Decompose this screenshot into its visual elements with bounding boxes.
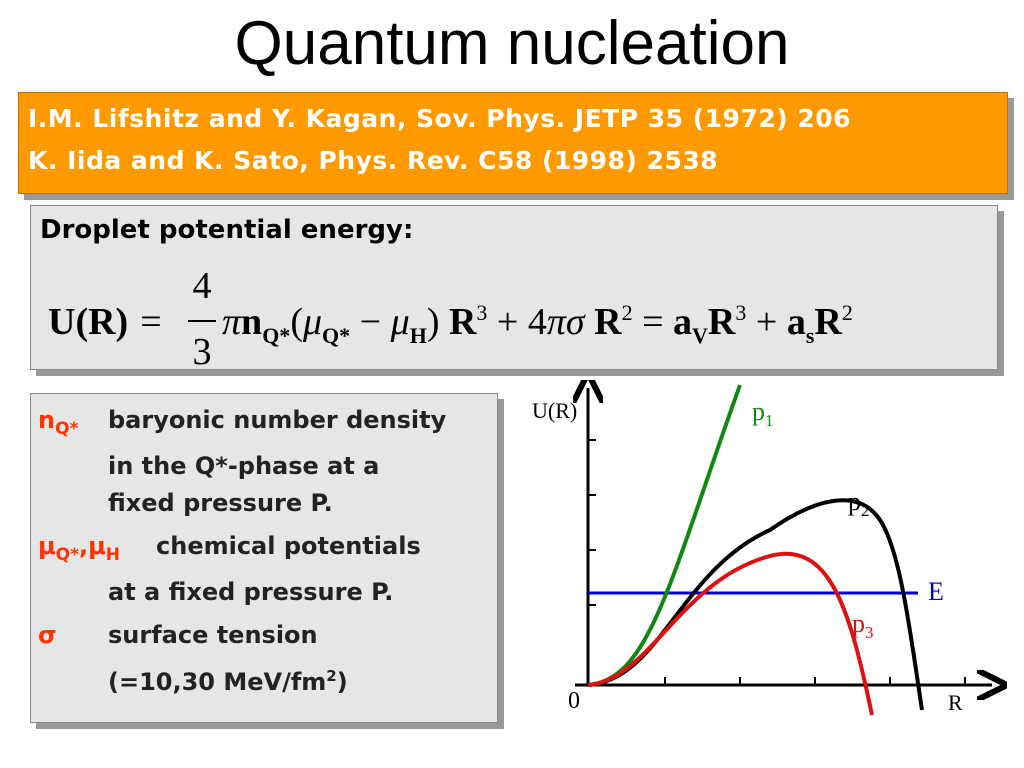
term: σ <box>38 617 108 654</box>
formula-part: Q* <box>322 323 350 348</box>
definition: nQ* baryonic number density in the Q*-phas… <box>38 402 446 522</box>
axis-ticks <box>588 439 966 685</box>
definition-note: (=10,30 MeV/fm2) <box>38 658 348 701</box>
formula-part: R <box>585 301 623 343</box>
definitions-box <box>30 393 498 723</box>
reference: K. Iida and K. Sato, Phys. Rev. C58 (199… <box>28 146 719 175</box>
formula-part: μ <box>390 301 410 343</box>
curve-label-base: p <box>848 487 861 516</box>
formula-part: = <box>633 301 673 343</box>
term: μQ*,μH <box>38 528 156 574</box>
term-part: n <box>38 406 56 434</box>
definition-text: in the Q*-phase at a <box>108 451 380 480</box>
definition-line: nQ* baryonic number density <box>38 402 446 448</box>
reference: I.M. Lifshitz and Y. Kagan, Sov. Phys. J… <box>28 104 852 133</box>
formula-part: H <box>410 323 427 348</box>
formula-part: 2 <box>842 300 853 325</box>
term-part: ,μ <box>79 532 106 560</box>
formula-rhs: πnQ*(μQ* − μH) R3 + 4πσ R2 = aVR3 + asR2 <box>222 300 853 348</box>
curve-label-sub: 3 <box>865 623 874 642</box>
fraction-numerator: 4 <box>193 265 212 307</box>
formula-part: U(R) <box>48 301 128 343</box>
curve-label: p1 <box>752 397 774 430</box>
definition-text: chemical potentials <box>156 532 421 560</box>
energy-heading: Droplet potential energy: <box>40 215 414 245</box>
formula-part: R <box>814 301 842 343</box>
formula-part: π <box>222 301 242 343</box>
term-part: Q* <box>55 418 79 439</box>
curve-label-sub: 2 <box>861 501 870 520</box>
formula-part: + 4 <box>487 301 546 343</box>
reference-box <box>18 92 1008 194</box>
formula-part: ( <box>290 301 303 343</box>
definition-line: μQ*,μH chemical potentials <box>38 528 421 574</box>
term-part: H <box>105 544 121 565</box>
x-axis-label: R <box>948 690 963 715</box>
note-text: (=10,30 MeV/fm <box>108 668 327 696</box>
note-text: ) <box>336 668 348 696</box>
term-part: μ <box>38 532 56 560</box>
formula-part: s <box>806 323 815 348</box>
origin-label: 0 <box>568 688 580 714</box>
definition-text: surface tension <box>108 621 318 649</box>
formula-part: ) <box>427 301 449 343</box>
energy-box <box>30 205 998 370</box>
term-part: σ <box>38 621 57 649</box>
definition-text: fixed pressure P. <box>108 488 333 517</box>
formula-part: 3 <box>735 300 746 325</box>
formula-part: V <box>692 323 708 348</box>
formula-part: + <box>746 301 786 343</box>
graph: U(R) R 0 E p1 p2 p3 <box>532 380 1010 716</box>
definition-text: baryonic number density <box>108 406 447 434</box>
term: nQ* <box>38 402 108 448</box>
curve-p2 <box>587 498 924 711</box>
formula-part: πσ <box>547 301 586 343</box>
curve-p3 <box>587 551 874 716</box>
title: Quantum nucleation <box>234 9 790 78</box>
formula-part: − <box>350 301 390 343</box>
formula-part: R <box>449 301 477 343</box>
definition: σ surface tension (=10,30 MeV/fm2) <box>38 617 348 701</box>
curve-label: p3 <box>852 609 874 642</box>
curve-label-sub: 1 <box>765 411 774 430</box>
formula-part: R <box>708 301 736 343</box>
curve-p1 <box>587 384 742 687</box>
formula-part: = <box>140 301 161 343</box>
formula-lhs: U(R) = <box>48 301 162 343</box>
fraction-denominator: 3 <box>193 331 212 373</box>
definition-line: σ surface tension <box>38 617 348 654</box>
formula-part: a <box>673 301 692 343</box>
formula-part: 2 <box>622 300 633 325</box>
formula-part: μ <box>302 301 322 343</box>
term-part: Q* <box>55 544 80 565</box>
formula-part: Q* <box>262 323 290 348</box>
definition-text: at a fixed pressure P. <box>108 577 394 606</box>
formula-part: n <box>241 301 262 343</box>
formula-part: a <box>787 301 806 343</box>
definition: μQ*,μH chemical potentials at a fixed pres… <box>38 528 421 611</box>
formula-part: 3 <box>476 300 487 325</box>
curve-label-base: p <box>752 397 765 426</box>
curve-label-base: p <box>852 609 865 638</box>
energy-label: E <box>928 577 944 606</box>
note-sup: 2 <box>326 667 337 685</box>
curve-label: p2 <box>848 487 870 520</box>
y-axis-label: U(R) <box>532 398 577 423</box>
